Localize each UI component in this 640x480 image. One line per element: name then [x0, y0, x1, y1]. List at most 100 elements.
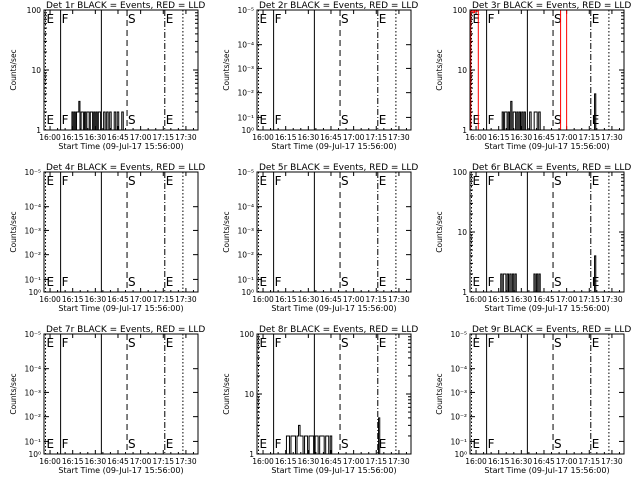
y-tick-label: 10⁰ — [28, 288, 41, 297]
y-tick-label: 10⁻¹ — [450, 437, 467, 446]
x-tick-label: 16:45 — [107, 457, 129, 466]
plot-title: Det 1r BLACK = Events, RED = LLD — [46, 1, 205, 11]
x-tick-label: 16:30 — [85, 457, 107, 466]
y-axis-label: Counts/sec — [435, 373, 444, 414]
plot-title: Det 5r BLACK = Events, RED = LLD — [259, 163, 418, 173]
y-tick-label: 10⁰ — [454, 450, 467, 459]
x-tick-label: 17:30 — [175, 457, 197, 466]
x-tick-label: 17:15 — [365, 133, 387, 142]
y-tick-label: 100 — [240, 330, 255, 339]
y-tick-label: 1 — [462, 126, 467, 135]
x-tick-label: 16:30 — [298, 295, 320, 304]
marker-letter: S — [128, 437, 136, 451]
y-tick-label: 10⁻³ — [450, 388, 467, 397]
x-tick-label: 16:30 — [298, 457, 320, 466]
marker-letter: E — [260, 174, 268, 188]
plot-frame — [469, 171, 625, 293]
x-tick-label: 16:00 — [39, 457, 61, 466]
x-tick-label: 16:45 — [320, 457, 342, 466]
y-tick-label: 10⁻¹ — [24, 437, 41, 446]
marker-letter: E — [473, 174, 481, 188]
marker-letter: E — [379, 12, 387, 26]
marker-letter: F — [488, 113, 495, 127]
x-tick-label: 16:00 — [252, 295, 274, 304]
marker-letter: E — [592, 336, 600, 350]
x-tick-label: 17:30 — [388, 457, 410, 466]
y-tick-label: 1 — [36, 126, 41, 135]
y-tick-label: 10 — [457, 228, 467, 237]
events-series-step — [528, 111, 544, 131]
x-axis-label: Start Time (09-Jul-17 15:56:00) — [271, 142, 396, 151]
marker-letter: E — [473, 437, 481, 451]
marker-letter: E — [47, 12, 55, 26]
plot-frame — [469, 9, 625, 131]
events-series-step — [594, 93, 597, 130]
y-tick-label: 10⁻¹ — [237, 275, 254, 284]
marker-letter: E — [260, 437, 268, 451]
x-tick-label: 16:15 — [62, 295, 84, 304]
marker-letter: E — [379, 336, 387, 350]
y-tick-label: 10⁻⁴ — [450, 365, 467, 374]
marker-letter: S — [128, 174, 136, 188]
y-tick-label: 100 — [453, 168, 468, 177]
plot-title: Det 3r BLACK = Events, RED = LLD — [472, 1, 631, 11]
x-tick-label: 17:15 — [578, 133, 600, 142]
y-tick-label: 10⁻³ — [24, 226, 41, 235]
x-axis-label: Start Time (09-Jul-17 15:56:00) — [484, 142, 609, 151]
x-tick-label: 17:00 — [343, 457, 365, 466]
y-tick-label: 10⁻⁴ — [24, 365, 41, 374]
x-tick-label: 17:00 — [130, 295, 152, 304]
x-tick-label: 16:00 — [465, 133, 487, 142]
plot-panel-det-5: Det 5r BLACK = Events, RED = LLD 16:00 16:… — [222, 163, 418, 313]
x-tick-label: 16:30 — [85, 295, 107, 304]
x-axis-label: Start Time (09-Jul-17 15:56:00) — [58, 142, 183, 151]
marker-letter: F — [275, 12, 282, 26]
x-tick-label: 16:45 — [533, 133, 555, 142]
marker-letter: F — [275, 174, 282, 188]
x-tick-label: 17:15 — [152, 295, 174, 304]
plot-frame — [43, 333, 199, 455]
x-tick-label: 17:30 — [388, 133, 410, 142]
marker-letter: E — [166, 174, 174, 188]
x-tick-label: 17:00 — [556, 457, 578, 466]
y-tick-label: 1 — [249, 450, 254, 459]
x-tick-label: 16:15 — [62, 133, 84, 142]
marker-letter: E — [47, 437, 55, 451]
y-tick-label: 10⁻⁴ — [237, 41, 254, 50]
x-tick-label: 17:30 — [601, 457, 623, 466]
x-tick-label: 17:30 — [388, 295, 410, 304]
y-tick-label: 10⁻³ — [237, 226, 254, 235]
y-tick-label: 10⁻⁴ — [24, 203, 41, 212]
marker-letter: F — [62, 113, 69, 127]
x-tick-label: 17:00 — [130, 133, 152, 142]
marker-letter: E — [47, 113, 55, 127]
x-axis-label: Start Time (09-Jul-17 15:56:00) — [271, 466, 396, 475]
marker-letter: F — [275, 336, 282, 350]
events-series-step — [378, 417, 381, 454]
y-axis-label: Counts/sec — [222, 211, 231, 252]
x-tick-label: 17:15 — [152, 133, 174, 142]
y-tick-label: 10⁰ — [241, 288, 254, 297]
y-tick-label: 1 — [462, 288, 467, 297]
y-tick-label: 10⁻² — [450, 413, 467, 422]
x-tick-label: 17:15 — [365, 457, 387, 466]
x-tick-label: 16:00 — [465, 295, 487, 304]
x-tick-label: 16:45 — [320, 295, 342, 304]
x-tick-label: 17:15 — [365, 295, 387, 304]
y-tick-label: 10⁻⁵ — [237, 6, 254, 15]
marker-letter: E — [473, 336, 481, 350]
x-tick-label: 16:15 — [275, 457, 297, 466]
marker-letter: E — [166, 113, 174, 127]
events-series-step — [594, 255, 597, 292]
marker-letter: F — [275, 113, 282, 127]
marker-letter: F — [62, 437, 69, 451]
marker-letter: E — [47, 174, 55, 188]
x-tick-label: 17:30 — [175, 133, 197, 142]
plot-frame — [43, 9, 199, 131]
marker-letter: E — [260, 275, 268, 289]
y-tick-label: 10⁻⁵ — [24, 330, 41, 339]
